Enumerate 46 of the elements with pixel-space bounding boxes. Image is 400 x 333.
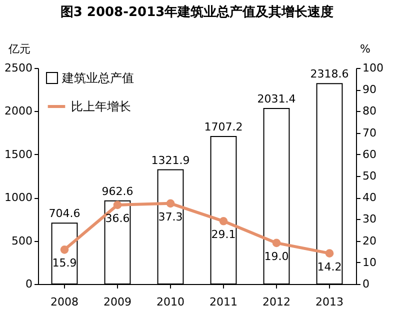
x-tick-label: 2008	[50, 296, 78, 308]
y2-tick-label: 60	[362, 148, 376, 161]
data-label: 2031.4	[257, 92, 296, 106]
point	[166, 199, 175, 208]
data-label: 15.9	[52, 256, 77, 270]
point	[113, 200, 122, 210]
y-tick-label: 1000	[4, 191, 32, 204]
data-label: 37.3	[158, 210, 183, 224]
y-tick-label: 2000	[4, 104, 32, 118]
data-label: 1707.2	[204, 120, 243, 134]
data-label: 36.6	[105, 212, 130, 225]
y2-tick-label: 0	[362, 278, 370, 290]
data-label: 704.6	[48, 207, 80, 220]
legend-label: 建筑业总产值	[61, 71, 134, 85]
data-label: 19.0	[264, 250, 289, 263]
y2-tick-label: 100	[362, 62, 384, 74]
point	[219, 216, 228, 226]
data-label: 14.2	[317, 260, 342, 274]
y2-axis-title: %	[360, 42, 370, 56]
point	[60, 246, 69, 254]
x-tick-label: 2012	[262, 296, 290, 308]
y2-tick-label: 70	[362, 126, 376, 140]
y-axis-title: 亿元	[8, 42, 30, 56]
x-tick-label: 2011	[210, 296, 238, 308]
data-label: 29.1	[211, 228, 236, 242]
y2-tick-label: 30	[362, 212, 376, 226]
x-tick-label: 2009	[104, 296, 132, 308]
point	[272, 238, 281, 248]
y-tick-label: 500	[12, 234, 32, 248]
y2-tick-label: 20	[362, 234, 376, 248]
point	[325, 249, 334, 258]
x-tick-label: 2013	[316, 296, 344, 308]
data-label: 962.6	[102, 184, 134, 198]
y2-tick-label: 90	[362, 83, 376, 96]
data-label: 2318.6	[310, 68, 349, 81]
y2-tick-label: 10	[362, 256, 376, 269]
y2-tick-label: 50	[362, 170, 376, 182]
y2-tick-label: 80	[362, 104, 376, 118]
y-tick-label: 2500	[4, 62, 32, 74]
y-tick-label: 1500	[4, 148, 32, 161]
y-tick-label: 0	[26, 278, 32, 290]
legend-label: 比上年增长	[71, 100, 131, 114]
y2-tick-label: 40	[362, 191, 376, 204]
x-tick-label: 2010	[156, 296, 184, 308]
chart-title: 图3 2008-2013年建筑业总产值及其增长速度	[60, 4, 334, 20]
data-label: 1321.9	[151, 154, 190, 167]
